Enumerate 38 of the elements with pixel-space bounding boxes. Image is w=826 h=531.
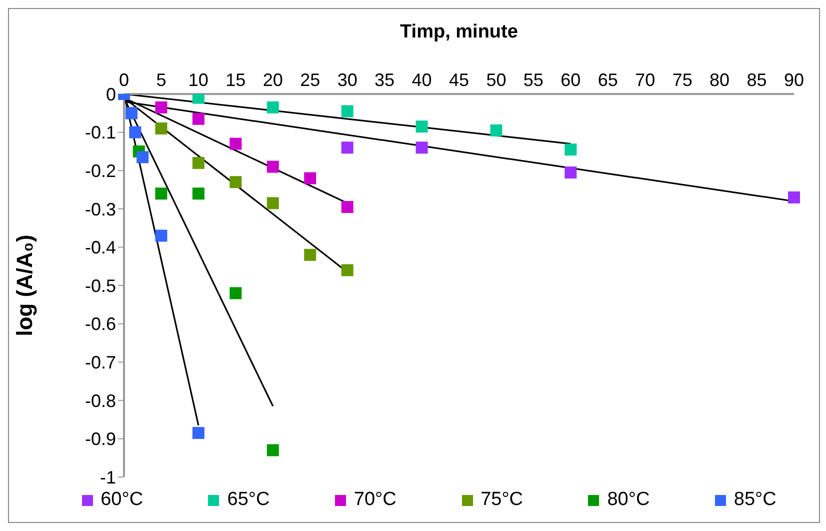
x-tick-label: 25 bbox=[300, 70, 320, 90]
legend-label: 70°C bbox=[352, 489, 396, 511]
y-tick-label: -0.5 bbox=[84, 276, 116, 296]
y-tick-label: -0.4 bbox=[84, 238, 116, 258]
x-tick-label: 50 bbox=[486, 70, 506, 90]
y-axis-title: log (A/A₀) bbox=[12, 234, 37, 336]
x-tick-label: 5 bbox=[156, 70, 166, 90]
legend-label: 65°C bbox=[226, 489, 270, 511]
legend-label: 85°C bbox=[732, 489, 776, 511]
x-tick-label: 40 bbox=[412, 70, 432, 90]
x-tick-label: 65 bbox=[598, 70, 618, 90]
y-tick-label: -0.2 bbox=[84, 160, 116, 181]
x-tick-label: 10 bbox=[188, 70, 208, 90]
x-tick-label: 85 bbox=[746, 70, 767, 90]
legend-label: 60°C bbox=[100, 489, 144, 511]
y-tick-label: -1 bbox=[100, 467, 116, 488]
y-tick-label: -0.6 bbox=[84, 314, 116, 334]
x-tick-label: 55 bbox=[523, 70, 544, 90]
x-tick-label: 35 bbox=[374, 70, 395, 90]
y-tick-label: -0.7 bbox=[84, 352, 116, 372]
x-tick-label: 20 bbox=[262, 70, 283, 90]
x-tick-label: 60 bbox=[560, 70, 581, 90]
x-tick-label: 15 bbox=[226, 70, 246, 90]
y-tick-label: -0.9 bbox=[84, 429, 116, 450]
y-tick-label: -0.1 bbox=[84, 122, 116, 143]
legend-label: 80°C bbox=[606, 489, 650, 511]
x-axis-title: Timp, minute bbox=[400, 21, 518, 42]
x-tick-label: 80 bbox=[710, 70, 730, 90]
legend-label: 75°C bbox=[480, 489, 524, 511]
x-tick-label: 90 bbox=[784, 70, 804, 90]
x-tick-label: 45 bbox=[448, 70, 470, 90]
x-tick-label: 75 bbox=[672, 70, 692, 90]
x-tick-label: 30 bbox=[337, 70, 358, 90]
y-tick-label: -0.3 bbox=[84, 199, 116, 220]
y-tick-label: 0 bbox=[106, 84, 116, 104]
x-tick-label: 70 bbox=[635, 70, 656, 90]
x-tick-label: 0 bbox=[118, 70, 130, 90]
y-tick-label: -0.8 bbox=[84, 390, 116, 411]
